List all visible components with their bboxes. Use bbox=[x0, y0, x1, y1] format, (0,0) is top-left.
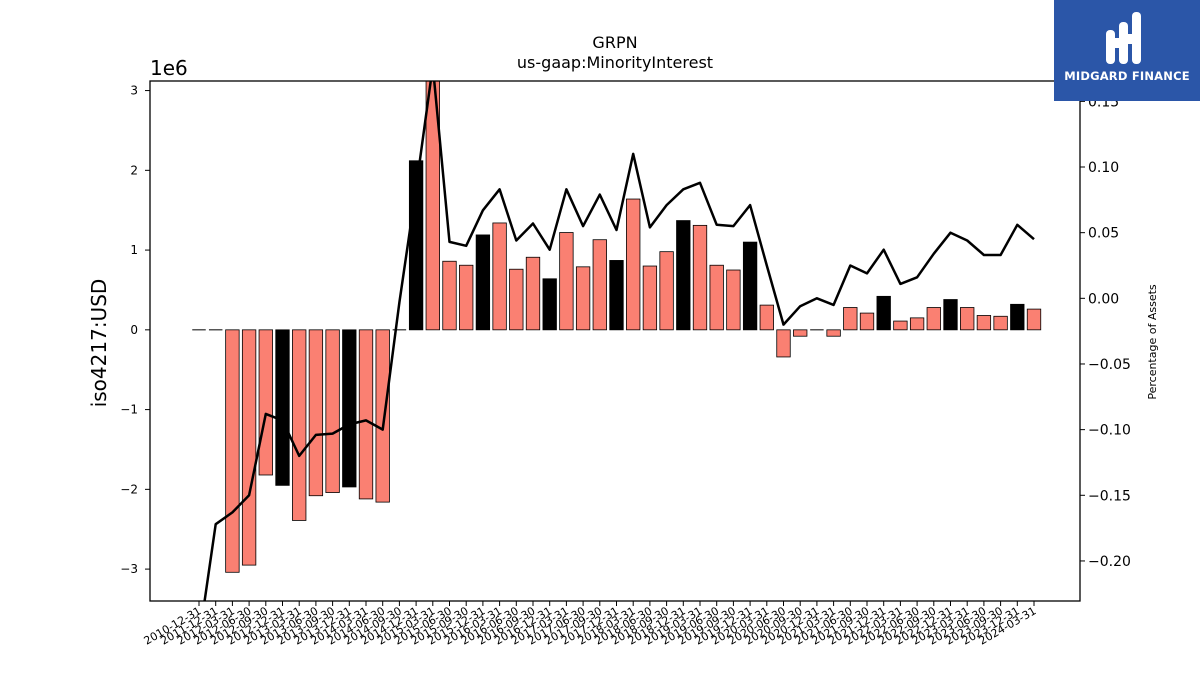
bar bbox=[943, 299, 958, 331]
bar bbox=[559, 232, 574, 331]
logo-text: MIDGARD FINANCE bbox=[1064, 69, 1190, 83]
bar bbox=[960, 307, 975, 331]
bar bbox=[459, 264, 474, 331]
midgard-logo-icon bbox=[1106, 12, 1141, 64]
chart-subtitle: us-gaap:MinorityInterest bbox=[517, 53, 713, 72]
bar bbox=[292, 329, 307, 521]
bar bbox=[676, 220, 691, 331]
bar bbox=[308, 329, 324, 497]
bar bbox=[542, 278, 557, 331]
left-axis: −3 −2 −1 0 1 2 3 bbox=[120, 84, 150, 576]
y-tick-label: 0 bbox=[130, 323, 138, 337]
bar bbox=[759, 304, 774, 331]
y2-tick-label: −0.10 bbox=[1088, 423, 1131, 439]
y-tick-label: −3 bbox=[120, 562, 138, 576]
bar bbox=[325, 329, 340, 493]
bar bbox=[241, 329, 257, 566]
bar bbox=[993, 315, 1008, 331]
y2-tick-label: −0.20 bbox=[1088, 554, 1131, 570]
bar bbox=[592, 239, 607, 331]
bar bbox=[742, 241, 758, 331]
plot-frame bbox=[149, 80, 1081, 602]
bar bbox=[726, 269, 741, 331]
bar bbox=[626, 198, 641, 331]
bar bbox=[342, 329, 357, 488]
bar bbox=[909, 317, 925, 331]
bar bbox=[776, 329, 791, 358]
bar bbox=[358, 329, 374, 500]
y2-tick-label: 0.00 bbox=[1088, 291, 1119, 307]
bar bbox=[976, 315, 992, 331]
bar bbox=[642, 265, 658, 331]
bar bbox=[793, 329, 808, 337]
bar bbox=[859, 312, 875, 331]
chart-title: GRPN bbox=[592, 33, 637, 52]
y-tick-label: 2 bbox=[130, 163, 138, 177]
bar bbox=[525, 256, 541, 331]
bar bbox=[893, 320, 908, 331]
x-axis: 2010-12-312011-12-312012-03-312012-06-30… bbox=[142, 601, 1039, 648]
y-tick-label: −2 bbox=[120, 482, 138, 496]
bar bbox=[876, 295, 891, 331]
y2-tick-label: −0.05 bbox=[1088, 357, 1131, 373]
bar bbox=[475, 234, 491, 331]
midgard-finance-logo: MIDGARD FINANCE bbox=[1054, 0, 1200, 101]
percentage-line bbox=[203, 81, 1035, 601]
bar bbox=[709, 264, 724, 331]
y-tick-label: 3 bbox=[130, 84, 138, 98]
bar bbox=[258, 329, 273, 476]
y2-tick-label: 0.05 bbox=[1088, 226, 1119, 242]
bar bbox=[843, 307, 858, 331]
bar bbox=[692, 224, 708, 331]
bar bbox=[659, 251, 674, 331]
bar bbox=[1026, 308, 1042, 331]
y2-axis-label: Percentage of Assets bbox=[1146, 284, 1159, 400]
bar bbox=[575, 266, 591, 331]
bar bbox=[375, 329, 390, 503]
y2-tick-label: −0.15 bbox=[1088, 488, 1131, 504]
bar bbox=[442, 260, 457, 331]
y-tick-label: 1 bbox=[130, 243, 138, 257]
y-axis-label: iso4217:USD bbox=[87, 279, 111, 408]
bar bbox=[826, 329, 841, 337]
bar bbox=[609, 260, 624, 331]
bar-series bbox=[192, 81, 1042, 573]
y-tick-label: −1 bbox=[120, 403, 138, 417]
bar bbox=[275, 329, 290, 486]
right-axis: −0.20−0.15−0.10−0.050.000.050.100.15 bbox=[1080, 94, 1131, 570]
bar bbox=[926, 307, 941, 331]
bar bbox=[509, 268, 524, 331]
y2-tick-label: 0.10 bbox=[1088, 160, 1119, 176]
bar bbox=[225, 329, 240, 573]
bar bbox=[425, 81, 440, 331]
bar bbox=[492, 222, 507, 331]
bar bbox=[1010, 303, 1025, 331]
y-scale-label: 1e6 bbox=[150, 56, 188, 80]
line-series bbox=[203, 81, 1035, 601]
